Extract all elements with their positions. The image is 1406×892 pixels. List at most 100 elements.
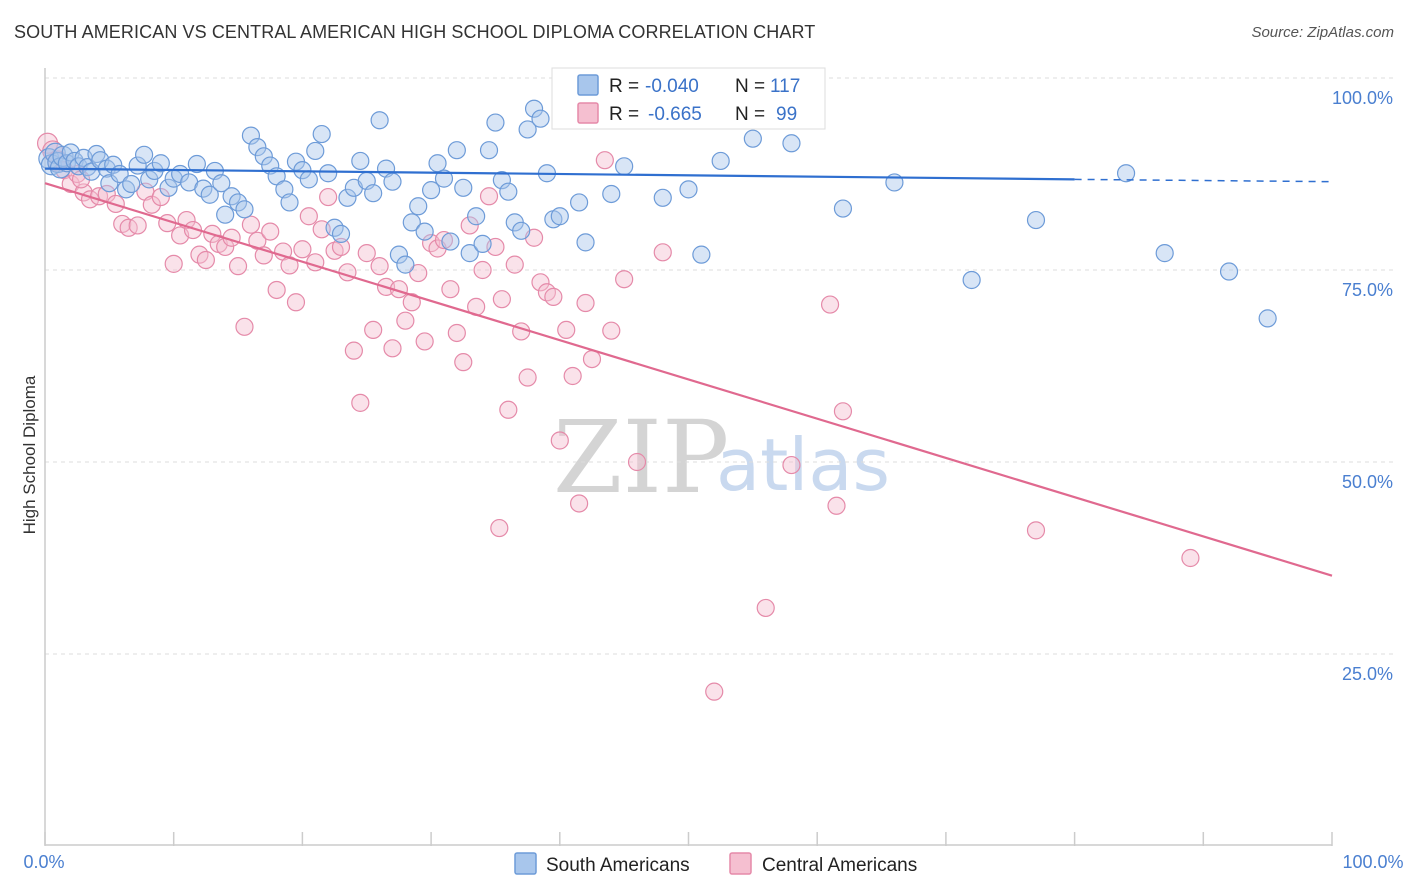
central-americans-point	[241, 215, 261, 234]
south-americans-point	[151, 154, 170, 173]
south-americans-point	[1116, 164, 1136, 183]
south-americans-point	[228, 193, 248, 212]
central-americans-point	[331, 237, 351, 257]
south-americans-point	[338, 188, 357, 207]
bottom-legend-central-americans: Central Americans	[762, 855, 917, 876]
south-americans-point	[518, 120, 537, 139]
central-americans-point	[402, 293, 421, 312]
central-americans-point	[570, 494, 589, 513]
central-americans-point	[473, 260, 492, 280]
south-americans-point	[370, 111, 389, 130]
central-americans-point	[1026, 521, 1046, 540]
x-tick-label-max: 100.0%	[1342, 852, 1403, 872]
central-americans-point	[344, 341, 363, 360]
trend-lines	[44, 167, 1333, 577]
central-americans-point	[357, 244, 376, 263]
bottom-legend-swatch-south	[514, 852, 537, 875]
central-americans-point	[582, 349, 602, 369]
south-americans-point	[409, 197, 428, 216]
south-americans-point	[428, 154, 447, 173]
central-americans-point	[499, 400, 518, 419]
south-americans-point	[576, 233, 595, 252]
south-americans-point	[200, 185, 219, 204]
south-americans-point	[615, 157, 634, 176]
legend-swatch-central-americans	[577, 102, 599, 124]
south-americans-point	[454, 178, 473, 197]
central-americans-point	[261, 222, 280, 241]
central-americans-point	[576, 293, 595, 313]
central-americans-point	[447, 323, 466, 343]
central-americans-trend-line	[44, 182, 1333, 577]
south-americans-point	[570, 193, 589, 212]
central-americans-point	[415, 332, 434, 351]
central-americans-point	[518, 368, 537, 387]
bottom-legend-south-americans: South Americans	[546, 855, 690, 876]
legend-r-label: R =	[609, 76, 639, 97]
central-americans-point	[128, 216, 147, 235]
south-americans-point	[550, 207, 569, 226]
south-americans-point	[159, 178, 178, 197]
legend-n-label: N =	[735, 76, 765, 97]
central-americans-point	[164, 254, 183, 273]
y-axis-tick-labels: 100.0% 75.0% 50.0% 25.0%	[1332, 88, 1393, 684]
legend-swatch-south-americans	[577, 74, 599, 96]
chart-title: SOUTH AMERICAN VS CENTRAL AMERICAN HIGH …	[14, 22, 816, 42]
south-americans-trend-line	[44, 167, 1075, 181]
central-americans-point	[1181, 548, 1200, 568]
south-americans-point	[241, 126, 261, 145]
south-americans-point	[492, 171, 511, 190]
central-americans-point	[364, 320, 383, 340]
south-americans-point	[524, 99, 544, 118]
y-axis-label: High School Diploma	[20, 375, 39, 534]
south-americans-point	[364, 184, 383, 203]
central-americans-point	[602, 321, 621, 340]
central-americans-point	[479, 187, 499, 206]
south-americans-point	[235, 200, 254, 219]
south-americans-point	[602, 184, 621, 204]
south-americans-point	[422, 181, 441, 200]
central-americans-point	[563, 366, 582, 386]
central-americans-point	[267, 280, 286, 300]
south-americans-point	[473, 234, 492, 253]
south-americans-point	[248, 138, 267, 157]
south-americans-point	[396, 255, 415, 274]
south-americans-point	[743, 129, 762, 148]
legend-n-value-south: 117	[770, 76, 800, 97]
south-americans-point	[1258, 309, 1277, 328]
central-americans-point	[454, 353, 473, 372]
south-americans-point	[499, 182, 518, 201]
watermark-zip: ZIP	[553, 399, 729, 516]
central-americans-point	[228, 257, 248, 276]
south-americans-point	[447, 141, 466, 160]
legend-r-value-south: -0.040	[645, 76, 699, 97]
central-americans-point	[782, 455, 801, 475]
south-americans-point	[711, 151, 730, 171]
central-americans-point	[441, 280, 460, 299]
central-americans-point	[61, 174, 80, 194]
south-americans-point	[351, 151, 370, 171]
south-americans-point	[833, 199, 853, 218]
central-americans-point	[286, 293, 306, 312]
south-americans-point	[306, 141, 325, 161]
central-americans-point	[460, 216, 479, 235]
central-americans-point	[505, 255, 524, 274]
central-americans-point	[299, 207, 318, 226]
south-americans-point	[460, 244, 479, 263]
y-tick-label: 50.0%	[1342, 472, 1393, 492]
central-americans-point	[351, 393, 370, 412]
south-americans-trend-extension	[1074, 178, 1333, 183]
south-americans-point	[782, 134, 801, 153]
central-americans-point	[235, 317, 254, 336]
central-americans-point	[151, 187, 170, 207]
central-americans-point	[531, 273, 550, 292]
central-americans-point	[396, 311, 415, 330]
bottom-legend: South Americans Central Americans	[514, 852, 917, 876]
south-americans-point	[1026, 210, 1046, 230]
south-americans-point	[415, 222, 434, 241]
south-americans-point	[434, 169, 454, 188]
central-americans-point	[705, 682, 724, 701]
chart-source: Source: ZipAtlas.com	[1251, 24, 1394, 41]
legend-box: R = -0.040 N = 117 R = -0.665 N = 99	[551, 67, 826, 130]
south-americans-point	[679, 180, 698, 199]
south-americans-point	[216, 205, 235, 224]
